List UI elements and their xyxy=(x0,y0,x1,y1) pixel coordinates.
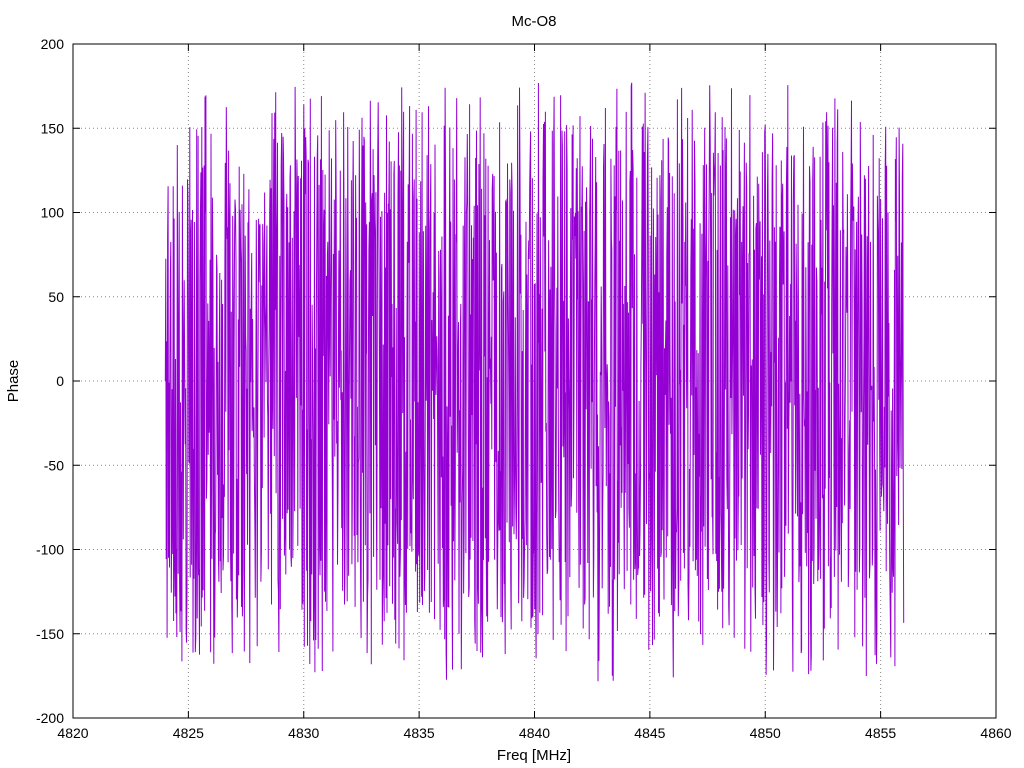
y-tick-label: 100 xyxy=(41,205,65,221)
x-tick-label: 4825 xyxy=(173,725,204,741)
y-tick-label: 50 xyxy=(48,289,64,305)
x-tick-label: 4860 xyxy=(980,725,1011,741)
phase-series-line xyxy=(164,82,905,682)
x-tick-label: 4820 xyxy=(57,725,88,741)
y-tick-label: 0 xyxy=(56,373,64,389)
chart-title: Mc-O8 xyxy=(512,13,557,30)
y-tick-label: 200 xyxy=(41,36,65,52)
y-tick-label: -100 xyxy=(36,542,64,558)
x-tick-label: 4830 xyxy=(288,725,319,741)
x-axis-label: Freq [MHz] xyxy=(497,747,571,764)
y-axis-label: Phase xyxy=(5,360,22,403)
x-tick-label: 4850 xyxy=(750,725,781,741)
y-tick-label: -200 xyxy=(36,710,64,726)
x-tick-label: 4855 xyxy=(865,725,896,741)
y-tick-label: -50 xyxy=(44,457,64,473)
series-group xyxy=(164,82,905,682)
x-tick-label: 4835 xyxy=(404,725,435,741)
y-tick-label: 150 xyxy=(41,120,65,136)
axis-ticks: 4820 4825 4830 4835 4840 4845 4850 4855 4860 -200… xyxy=(36,36,1012,741)
x-tick-label: 4840 xyxy=(519,725,550,741)
y-tick-label: -150 xyxy=(36,626,64,642)
x-tick-label: 4845 xyxy=(634,725,665,741)
